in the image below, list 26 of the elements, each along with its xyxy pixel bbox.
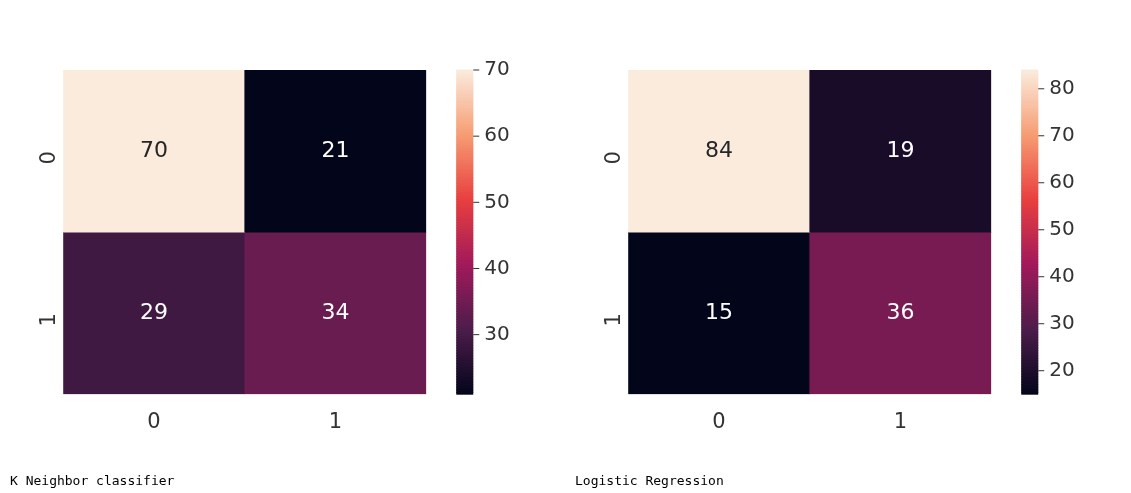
data-label: 19 bbox=[886, 136, 915, 162]
text: K Neighbor classifier bbox=[10, 472, 175, 488]
data-label: 36 bbox=[886, 298, 915, 324]
data-label: 21 bbox=[321, 136, 350, 162]
color-bar-label: 50 bbox=[1049, 215, 1075, 240]
color-bar-label: 30 bbox=[1049, 309, 1075, 334]
color-bar-label: 40 bbox=[484, 254, 510, 279]
color-bar-label: 60 bbox=[484, 122, 510, 147]
x-tick-label: 1 bbox=[893, 409, 908, 434]
data-label: 70 bbox=[139, 136, 168, 162]
data-label: 15 bbox=[704, 298, 733, 324]
data-label: 29 bbox=[139, 298, 168, 324]
color-bar-label: 20 bbox=[1049, 356, 1075, 381]
x-tick-label: 0 bbox=[147, 409, 161, 434]
data-label: 84 bbox=[704, 136, 733, 162]
text: Logistic Regression bbox=[575, 472, 724, 488]
x-tick-label: 0 bbox=[712, 409, 726, 434]
color-bar-label: 50 bbox=[484, 188, 510, 213]
color-bar-label: 80 bbox=[1049, 75, 1075, 99]
color-bar-label: 70 bbox=[484, 56, 510, 81]
color-bar-label: 60 bbox=[1049, 168, 1075, 193]
color-bar-label: 70 bbox=[1049, 121, 1075, 146]
color-bar-label: 30 bbox=[484, 320, 510, 345]
data-label: 34 bbox=[321, 298, 350, 324]
x-tick-label: 1 bbox=[328, 409, 343, 434]
color-bar-label: 40 bbox=[1049, 262, 1075, 287]
